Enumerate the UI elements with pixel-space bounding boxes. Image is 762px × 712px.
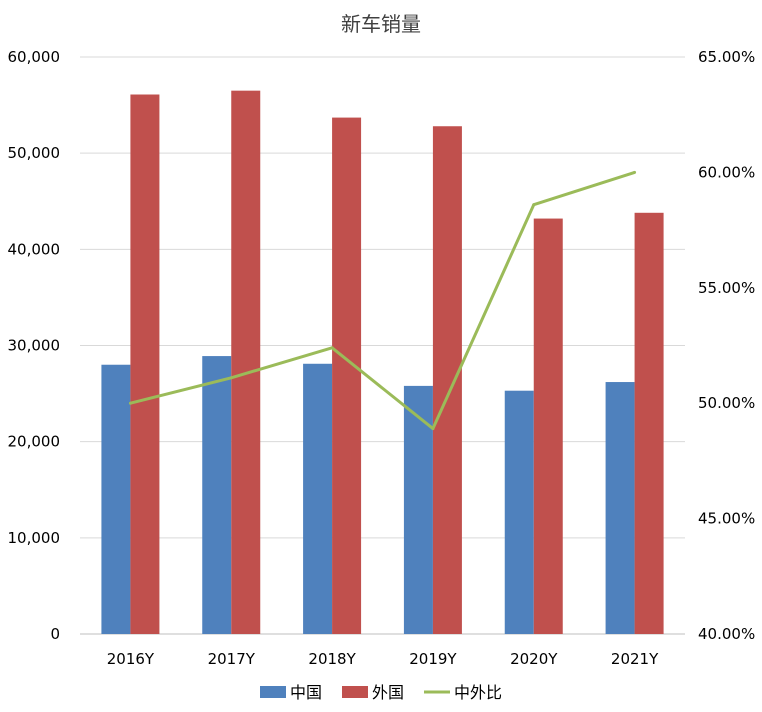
bar-china <box>101 364 131 634</box>
ratio-point <box>128 401 132 405</box>
bar-china <box>202 356 232 634</box>
x-tick-label: 2020Y <box>510 650 558 668</box>
y-right-tick-label: 60.00% <box>698 163 755 181</box>
legend-swatch <box>260 686 286 698</box>
gridlines <box>80 56 685 635</box>
bar-china <box>303 363 333 634</box>
y-left-tick-label: 50,000 <box>8 144 61 162</box>
ratio-point <box>431 427 435 431</box>
chart-title: 新车销量 <box>341 12 421 36</box>
bar-china <box>605 382 635 634</box>
bar-foreign <box>231 90 261 635</box>
ratio-line-path <box>130 170 636 431</box>
legend-swatch <box>342 686 368 698</box>
y-left-tick-label: 40,000 <box>8 240 61 258</box>
x-tick-label: 2017Y <box>208 650 256 668</box>
y-left-tick-label: 20,000 <box>8 433 61 451</box>
y-left-tick-label: 0 <box>50 625 60 643</box>
ratio-point <box>330 346 334 350</box>
y-left-tick-label: 10,000 <box>8 529 61 547</box>
bar-foreign <box>432 126 462 635</box>
legend: 中国 外国 中外比 <box>260 683 502 702</box>
legend-label: 外国 <box>372 683 404 702</box>
y-right-tick-label: 65.00% <box>698 48 755 66</box>
bar-foreign <box>533 218 563 634</box>
y-left-tick-label: 30,000 <box>8 337 61 355</box>
x-tick-label: 2021Y <box>611 650 659 668</box>
ratio-point <box>532 203 536 207</box>
y-right-tick-label: 55.00% <box>698 279 755 297</box>
left-axis-ticks: 0 10,000 20,000 30,000 40,000 50,000 60,000 <box>8 48 61 643</box>
y-left-tick-label: 60,000 <box>8 48 61 66</box>
x-tick-label: 2016Y <box>107 650 155 668</box>
legend-label: 中外比 <box>454 683 502 702</box>
bar-foreign <box>130 94 160 634</box>
bar-china <box>504 390 534 634</box>
y-right-tick-label: 45.00% <box>698 510 755 528</box>
ratio-point <box>229 376 233 380</box>
bar-foreign <box>634 212 664 635</box>
x-tick-label: 2018Y <box>308 650 356 668</box>
bar-foreign <box>332 117 362 634</box>
x-tick-label: 2019Y <box>409 650 457 668</box>
right-axis-ticks: 40.00% 45.00% 50.00% 55.00% 60.00% 65.00% <box>698 48 755 643</box>
legend-label: 中国 <box>290 683 322 702</box>
ratio-line <box>128 170 637 431</box>
y-right-tick-label: 40.00% <box>698 625 755 643</box>
y-right-tick-label: 50.00% <box>698 394 755 412</box>
ratio-point <box>633 170 637 174</box>
bars <box>101 90 664 635</box>
bar-china <box>403 385 433 634</box>
x-axis-ticks: 2016Y 2017Y 2018Y 2019Y 2020Y 2021Y <box>107 650 659 668</box>
